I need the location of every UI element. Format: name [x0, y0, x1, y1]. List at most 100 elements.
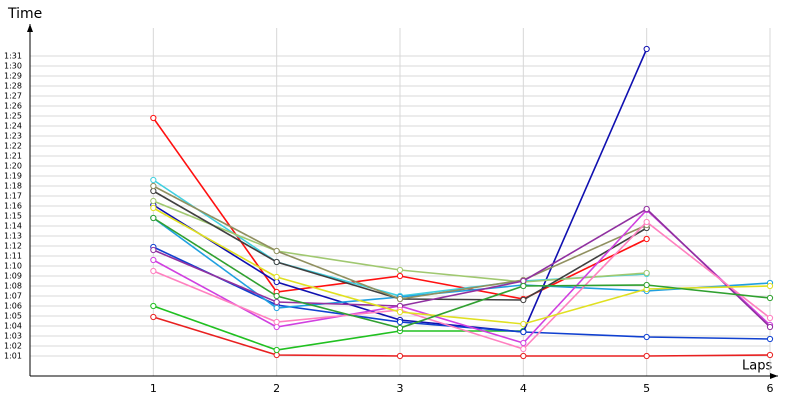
data-point	[766, 351, 774, 359]
y-axis-arrow	[27, 24, 33, 32]
data-point	[150, 246, 157, 254]
y-tick-label: 1:23	[4, 132, 22, 141]
y-tick-label: 1:20	[4, 162, 22, 171]
y-tick-label: 1:13	[4, 232, 22, 241]
series-line	[153, 305, 524, 351]
x-tick-label: 5	[643, 382, 650, 395]
data-point	[643, 281, 650, 289]
data-point	[273, 273, 280, 281]
y-tick-label: 1:08	[4, 282, 22, 291]
data-point	[520, 320, 527, 328]
y-tick-label: 1:27	[4, 92, 22, 101]
data-point	[766, 282, 774, 290]
x-tick-label: 1	[150, 382, 157, 395]
data-point	[273, 292, 280, 300]
data-point	[273, 351, 280, 359]
series-line	[152, 246, 771, 340]
y-tick-label: 1:16	[4, 202, 22, 211]
data-point	[396, 318, 404, 326]
data-point	[150, 187, 157, 195]
y-tick-label: 1:17	[4, 192, 22, 201]
data-point	[273, 304, 280, 312]
data-point	[520, 296, 527, 304]
data-point	[273, 318, 280, 326]
y-tick-label: 1:31	[4, 52, 22, 61]
x-tick-label: 3	[397, 382, 404, 395]
x-axis-arrow	[770, 373, 778, 379]
x-tick-label: 2	[273, 382, 280, 395]
data-point	[273, 346, 280, 354]
data-point	[396, 266, 404, 274]
data-point	[766, 323, 774, 331]
y-tick-label: 1:22	[4, 142, 22, 151]
y-axis-label: Time	[7, 6, 42, 22]
data-point	[643, 235, 650, 243]
y-tick-label: 1:24	[4, 122, 22, 131]
series-line	[152, 207, 771, 325]
y-tick-label: 1:18	[4, 182, 22, 191]
data-point	[520, 328, 527, 336]
x-tick-label: 4	[520, 382, 527, 395]
y-tick-label: 1:03	[4, 332, 22, 341]
data-point	[150, 267, 157, 275]
y-tick-label: 1:12	[4, 242, 22, 251]
data-point	[766, 335, 774, 343]
data-point	[643, 333, 650, 341]
y-tick-label: 1:30	[4, 62, 22, 71]
y-tick-label: 1:07	[4, 292, 22, 301]
y-tick-label: 1:15	[4, 212, 22, 221]
data-point	[396, 295, 404, 303]
series-line	[153, 220, 771, 350]
y-tick-label: 1:21	[4, 152, 22, 161]
y-tick-label: 1:25	[4, 112, 22, 121]
data-point	[396, 352, 404, 360]
y-tick-label: 1:29	[4, 72, 22, 81]
data-point	[643, 269, 650, 277]
data-point	[396, 272, 404, 280]
data-point	[520, 352, 527, 360]
data-point	[273, 298, 280, 306]
data-point	[273, 323, 280, 331]
y-tick-label: 1:06	[4, 302, 22, 311]
data-point	[273, 278, 280, 286]
y-tick-label: 1:28	[4, 82, 22, 91]
y-tick-label: 1:19	[4, 172, 22, 181]
data-point	[766, 314, 774, 322]
data-point	[520, 345, 527, 353]
data-point	[273, 258, 280, 266]
series-line	[153, 208, 771, 328]
data-point	[150, 302, 157, 310]
data-point	[643, 205, 650, 213]
data-point	[150, 114, 157, 122]
series-line	[152, 217, 771, 329]
y-tick-label: 1:01	[4, 352, 22, 361]
data-point	[150, 204, 157, 212]
y-tick-label: 1:09	[4, 272, 22, 281]
y-tick-label: 1:02	[4, 342, 22, 351]
data-point	[273, 247, 280, 255]
y-tick-label: 1:14	[4, 222, 22, 231]
y-tick-label: 1:11	[4, 252, 22, 261]
x-tick-label: 6	[767, 382, 774, 395]
data-point	[150, 214, 157, 222]
series-line	[153, 316, 771, 357]
data-point	[520, 282, 527, 290]
data-point	[643, 218, 650, 226]
data-point	[766, 294, 774, 302]
data-point	[643, 352, 650, 360]
data-point	[396, 324, 404, 332]
data-point	[150, 256, 157, 264]
data-point	[150, 313, 157, 321]
y-tick-label: 1:05	[4, 312, 22, 321]
data-point	[150, 182, 157, 190]
y-tick-label: 1:26	[4, 102, 22, 111]
data-point	[150, 176, 157, 184]
data-point	[520, 339, 527, 347]
y-tick-label: 1:04	[4, 322, 22, 331]
data-point	[520, 277, 527, 285]
data-point	[396, 308, 404, 316]
data-point	[150, 197, 157, 205]
x-axis-label: Laps	[742, 359, 772, 374]
y-tick-label: 1:10	[4, 262, 22, 271]
